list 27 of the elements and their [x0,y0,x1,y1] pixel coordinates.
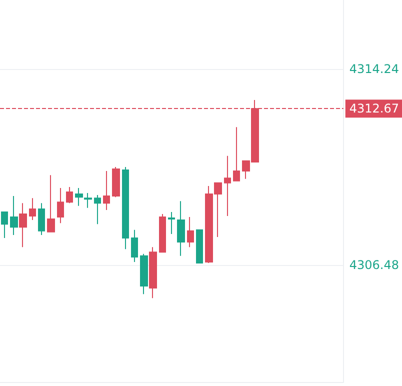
candlestick [10,196,18,236]
candlestick [19,202,27,248]
candlestick [131,229,138,262]
candlestick [38,202,45,236]
candlestick [57,187,64,224]
candlestick [29,198,36,221]
candlestick [47,174,55,232]
y-tick-label: 4314.24 [349,62,399,76]
candlestick [1,211,8,238]
candlestick [112,166,120,198]
candlestick [159,213,166,253]
candlestick [103,170,110,210]
candlestick [140,253,148,295]
candlestick [94,194,101,225]
candlestick [84,192,92,208]
candlestick [177,200,185,256]
candlestick [187,216,194,248]
candlestick [168,211,175,234]
candlestick [224,155,231,217]
y-tick-label: 4306.48 [349,258,399,272]
candlestick [75,187,83,206]
ref-line-label: 4312.67 [349,102,399,116]
candlestick [122,166,129,250]
candlestick [149,246,157,299]
candlestick [196,229,203,264]
candlestick [66,186,73,204]
candlestick [233,126,240,182]
